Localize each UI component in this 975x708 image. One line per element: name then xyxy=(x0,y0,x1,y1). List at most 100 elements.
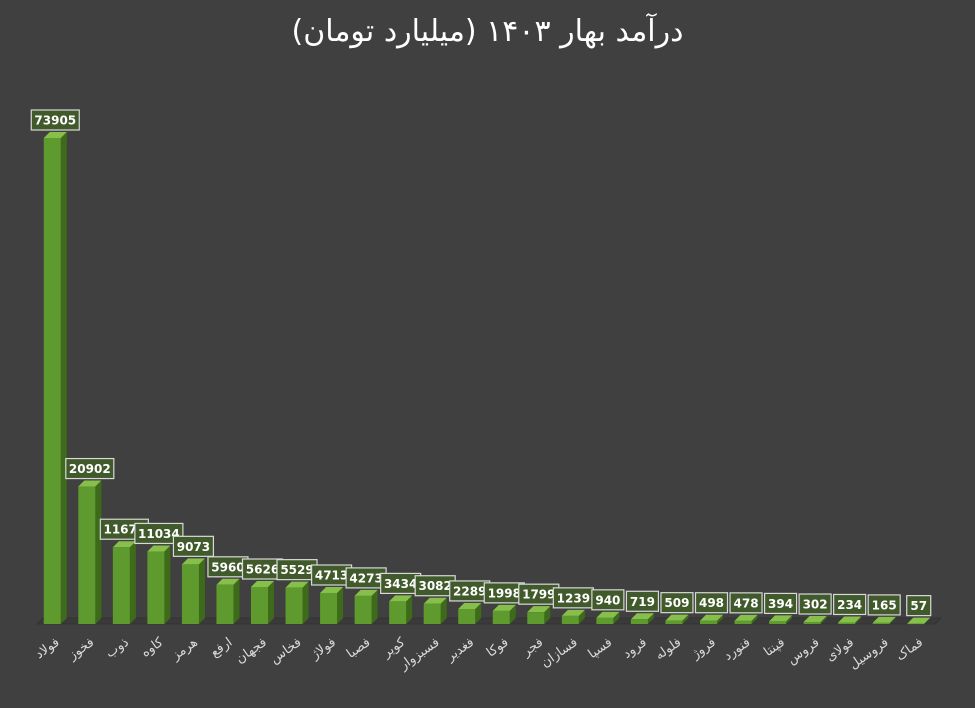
bar-front-face xyxy=(251,587,268,624)
bar-front-face xyxy=(665,620,683,624)
bar-front-face xyxy=(838,622,856,624)
bar-front-face xyxy=(596,617,614,624)
bar-25 xyxy=(872,616,896,624)
bar-6 xyxy=(216,578,240,624)
bar-3 xyxy=(112,541,136,624)
data-label-value: 1998 xyxy=(488,586,521,600)
bar-side-face xyxy=(198,558,205,624)
category-label: فغدیر xyxy=(443,635,477,665)
bar-front-face xyxy=(700,620,717,624)
data-label: 5626 xyxy=(241,558,284,580)
bar-8 xyxy=(285,581,309,624)
data-label-box xyxy=(134,522,184,545)
bar-side-face xyxy=(475,602,482,624)
bar-19 xyxy=(665,614,689,624)
bar-26 xyxy=(907,617,931,625)
bar-front-face xyxy=(147,551,165,624)
bar-front-face xyxy=(561,615,579,624)
data-label: 3434 xyxy=(380,572,422,595)
data-label: 1239 xyxy=(552,587,594,609)
category-label: فلوله xyxy=(653,635,685,663)
bar-7 xyxy=(251,581,274,624)
bar-top-face xyxy=(147,545,171,552)
bar-top-face xyxy=(458,602,482,609)
data-label-value: 940 xyxy=(595,593,620,607)
data-label: 4713 xyxy=(310,564,353,586)
bar-top-face xyxy=(596,611,620,618)
bar-top-face xyxy=(78,480,102,487)
category-label: فسازان xyxy=(538,635,580,671)
data-label-value: 165 xyxy=(872,598,897,612)
data-label-value: 4713 xyxy=(315,569,348,583)
bar-front-face xyxy=(734,620,752,624)
category-label: فخوز xyxy=(65,635,97,664)
category-label: کاوه xyxy=(139,635,167,661)
bar-side-face xyxy=(786,615,793,624)
data-label: 1799 xyxy=(518,583,560,605)
data-label-box xyxy=(729,592,763,614)
category-label: فماک xyxy=(893,635,926,664)
bar-top-face xyxy=(665,614,689,621)
bar-side-face xyxy=(855,616,862,624)
data-label: 57 xyxy=(906,595,932,617)
category-label: فرود xyxy=(620,635,649,662)
data-label-value: 20902 xyxy=(69,462,111,476)
bar-front-face xyxy=(389,601,407,624)
data-label: 165 xyxy=(867,594,901,616)
data-label-value: 394 xyxy=(768,597,793,611)
category-label: فسپا xyxy=(586,635,616,662)
bar-17 xyxy=(596,611,620,624)
data-label-box xyxy=(625,590,660,612)
bar-side-face xyxy=(717,614,723,624)
data-label-box xyxy=(65,457,115,480)
data-label: 4273 xyxy=(345,567,387,589)
bar-top-face xyxy=(734,614,758,621)
bar-side-face xyxy=(268,581,274,624)
category-label: فولاد xyxy=(33,635,63,662)
data-label: 394 xyxy=(763,592,798,615)
bar-front-face xyxy=(527,612,545,624)
bar-top-face xyxy=(700,614,723,621)
data-label-value: 1799 xyxy=(522,588,555,602)
bar-side-face xyxy=(544,606,551,624)
bar-front-face xyxy=(112,547,130,624)
bar-top-face xyxy=(492,604,516,611)
chart-title: درآمد بهار ۱۴۰۳ (میلیارد تومان) xyxy=(291,14,684,49)
category-label: فولاژ xyxy=(308,635,339,663)
category-label: فپنتا xyxy=(761,635,788,660)
bar-side-face xyxy=(337,587,344,624)
bar-12 xyxy=(423,597,447,624)
data-label-box xyxy=(763,592,798,615)
bar-top-face xyxy=(561,609,585,616)
data-label: 234 xyxy=(833,593,867,616)
bar-2 xyxy=(78,480,102,624)
data-label-box xyxy=(591,589,625,611)
bar-side-face xyxy=(60,132,67,624)
bar-top-face xyxy=(43,132,67,138)
data-label: 20902 xyxy=(65,457,115,480)
data-label-box xyxy=(833,593,867,616)
bar-18 xyxy=(630,613,654,624)
bar-14 xyxy=(492,604,516,624)
bar-top-face xyxy=(630,613,654,620)
bar-front-face xyxy=(458,608,476,624)
data-label: 940 xyxy=(591,589,625,611)
bar-side-face xyxy=(578,609,585,624)
category-label: ارفع xyxy=(208,635,235,660)
category-label: فصبا xyxy=(344,635,373,662)
category-label: فنورد xyxy=(721,635,753,664)
category-label: فخاس xyxy=(268,635,305,667)
bar-side-face xyxy=(682,614,689,624)
bar-9 xyxy=(320,587,344,624)
category-label: فروس xyxy=(785,635,823,668)
bar-top-face xyxy=(354,589,378,596)
data-label-value: 2289 xyxy=(453,584,486,598)
bar-front-face xyxy=(872,622,890,624)
bar-front-face xyxy=(630,619,648,624)
bar-front-face xyxy=(320,593,338,624)
data-label-box xyxy=(660,592,694,614)
bar-side-face xyxy=(509,604,516,624)
category-label: هرمز xyxy=(168,635,201,664)
